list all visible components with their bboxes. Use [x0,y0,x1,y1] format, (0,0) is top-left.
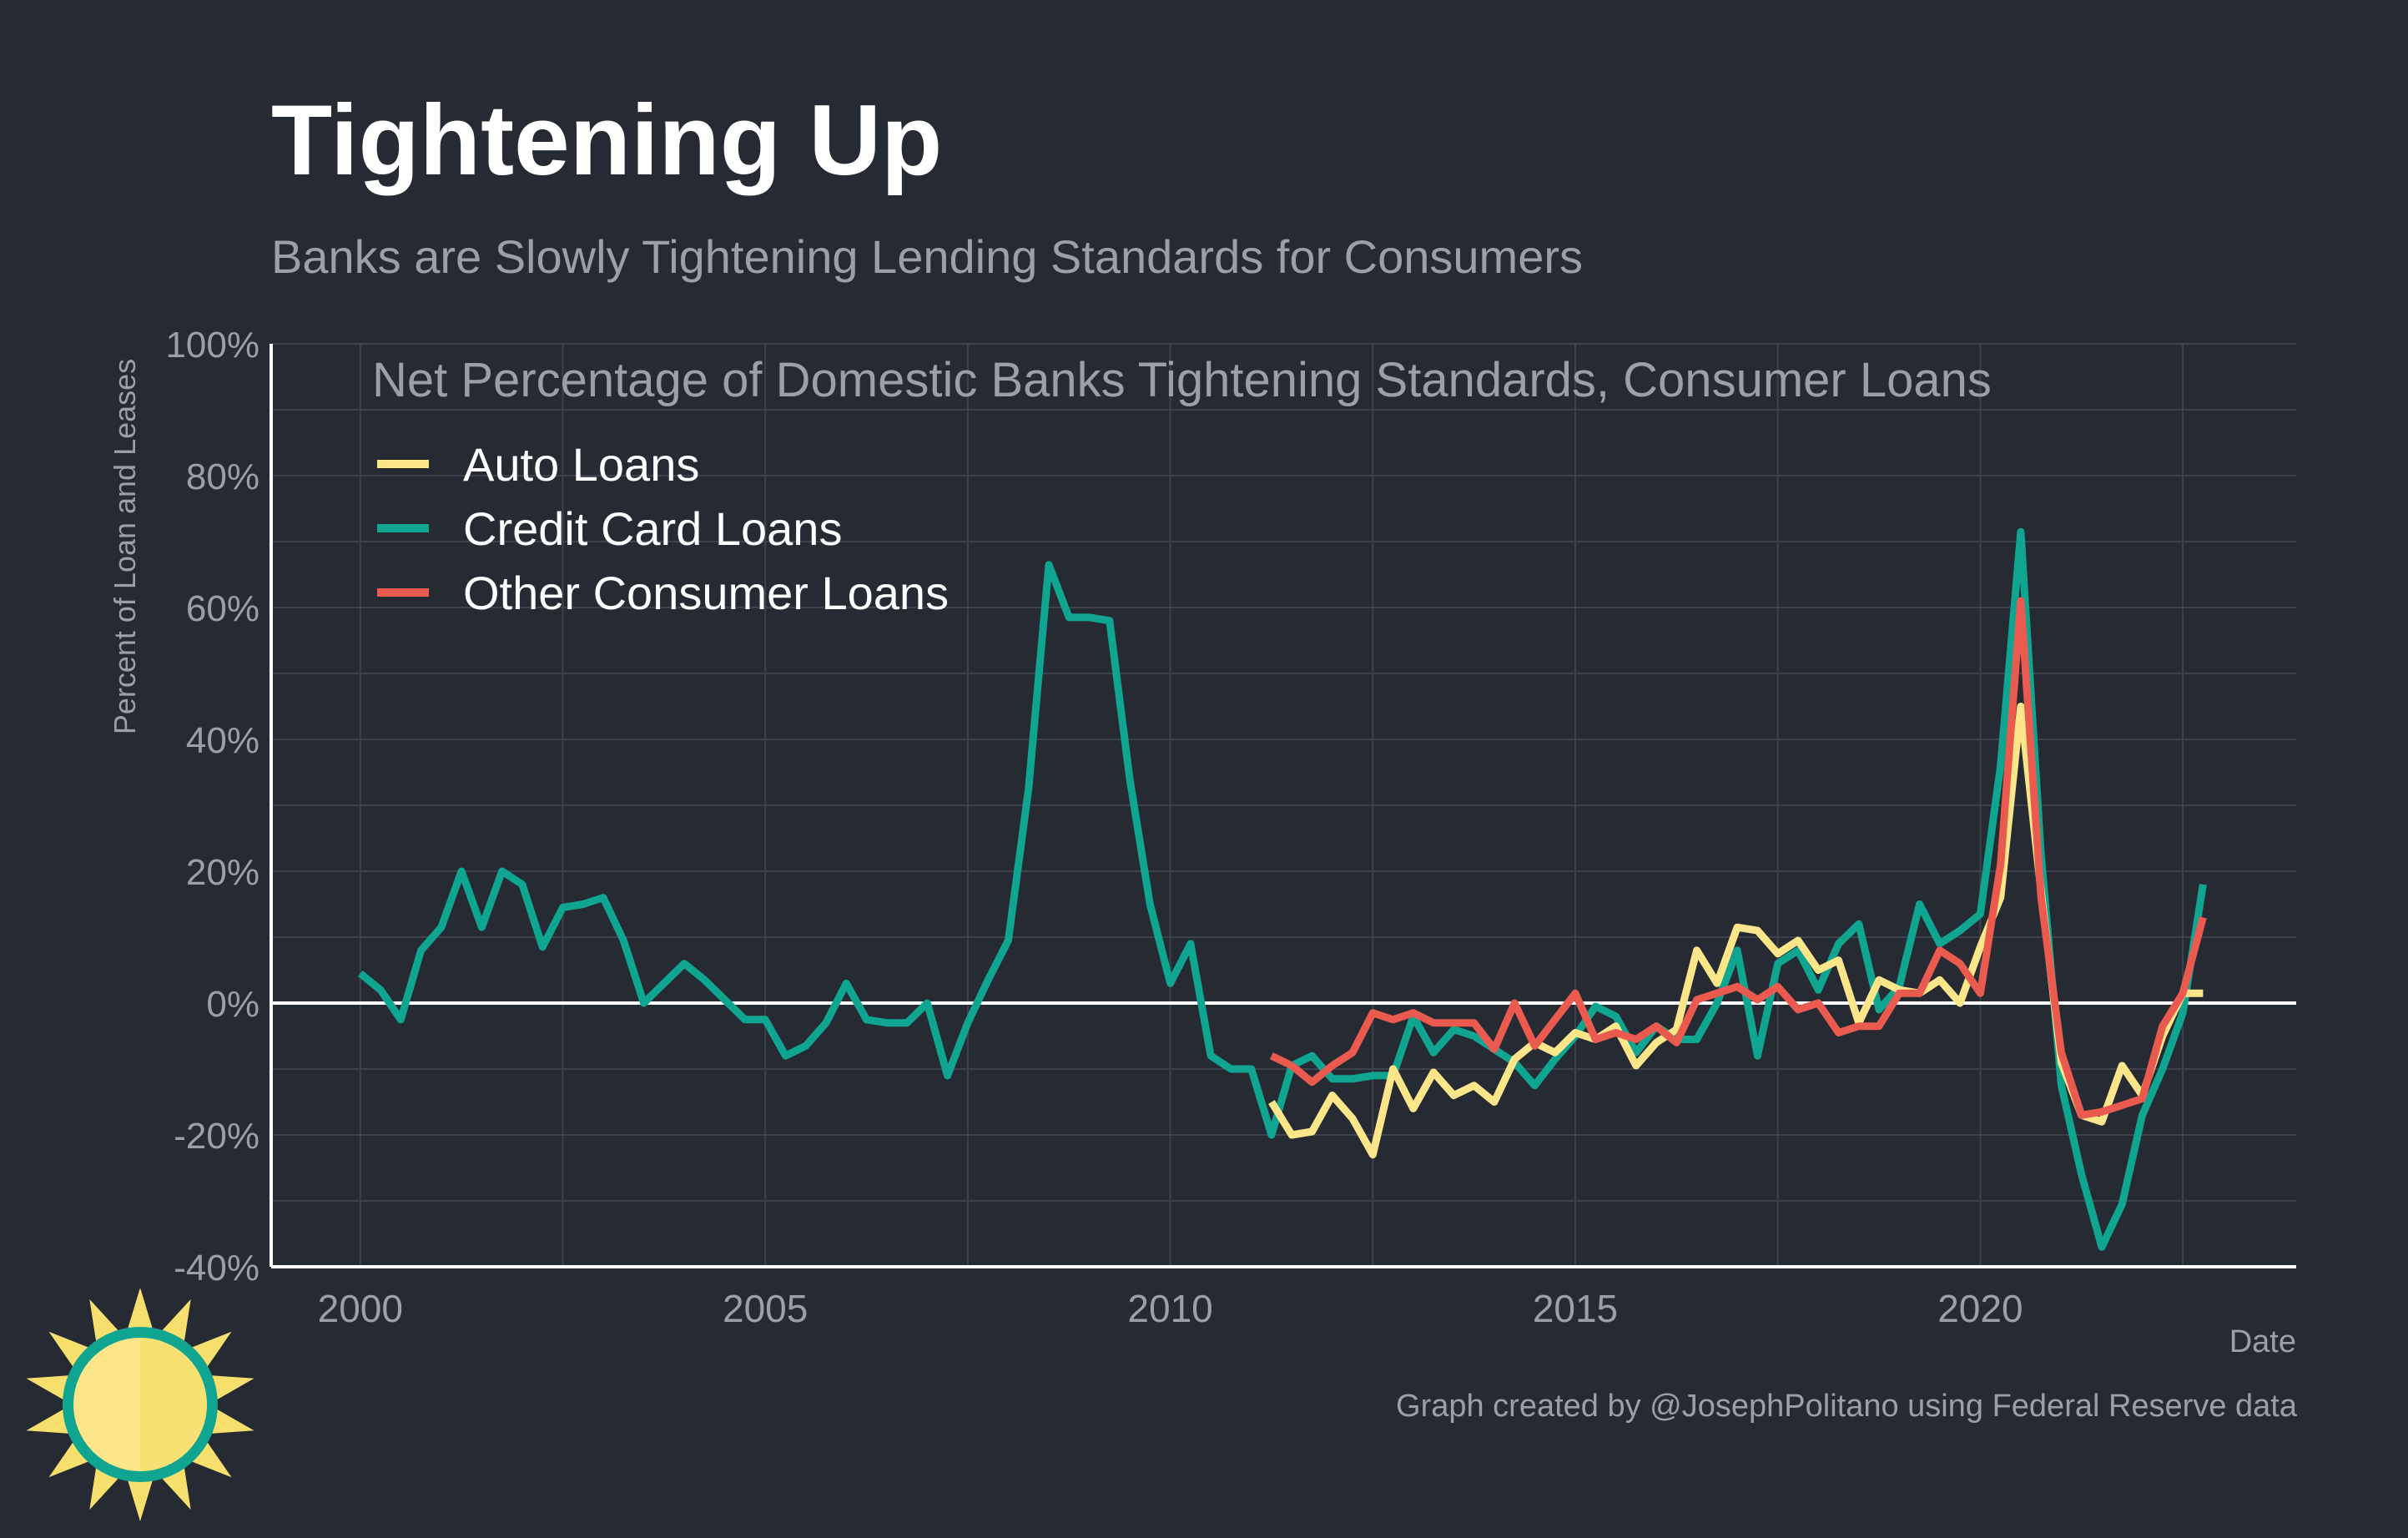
chart-legend: Auto Loans Credit Card Loans Other Consume… [377,438,949,619]
x-tick-label: 2020 [1937,1287,2023,1330]
y-axis-label: Percent of Loan and Leases [108,359,142,734]
x-tick-label: 2015 [1533,1287,1618,1330]
legend-label: Auto Loans [463,438,699,491]
x-tick-label: 2010 [1127,1287,1212,1330]
series-line-other-consumer-loans [1269,597,2207,1119]
y-tick-label: 0% [206,984,259,1025]
source-caption: Graph created by @JosephPolitano using F… [1396,1389,2297,1424]
y-tick-label: 20% [186,852,259,893]
x-tick-label: 2000 [318,1287,403,1330]
series-line-credit-card-loans [357,527,2207,1251]
sun-icon [26,1288,254,1521]
chart-ticks: -40% -20% 0% 20% 40% 60% 80% 100% 2000 2005 2010 20… [165,325,2023,1330]
legend-label: Credit Card Loans [463,502,842,555]
x-tick-label: 2005 [723,1287,808,1330]
chart-series [357,527,2207,1251]
y-tick-label: 60% [186,588,259,629]
y-tick-label: 40% [186,720,259,761]
plot-title: Net Percentage of Domestic Banks Tighten… [372,353,1992,407]
x-axis-label: Date [2229,1324,2296,1359]
page-subtitle: Banks are Slowly Tightening Lending Stan… [271,230,1583,283]
y-tick-label: 80% [186,456,259,497]
y-tick-label: -20% [174,1116,259,1157]
y-tick-label: 100% [165,325,259,366]
sun-shade [140,1338,207,1471]
y-tick-label: -40% [174,1248,259,1288]
page-title: Tightening Up [271,84,943,196]
legend-label: Other Consumer Loans [463,567,949,619]
